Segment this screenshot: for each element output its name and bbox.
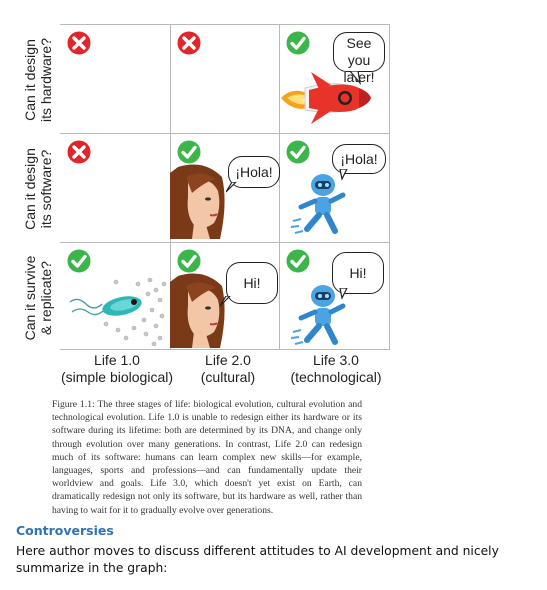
column-label-life3: Life 3.0 (technological) <box>280 352 392 386</box>
red-x-icon <box>66 139 92 165</box>
speech-bubble-hi-life2: Hi! <box>226 262 278 304</box>
woman-face-icon <box>170 164 225 239</box>
section-body-text: Here author moves to discuss different a… <box>16 544 499 575</box>
grid-line <box>60 24 390 25</box>
row-label-hardware: Can it design its hardware? <box>22 26 58 134</box>
section-heading: Controversies <box>16 523 114 538</box>
grid-line <box>60 133 390 134</box>
speech-bubble-tail <box>220 296 231 307</box>
row-label-line: & replicate? <box>38 261 54 335</box>
cell-life1-software <box>60 133 168 241</box>
rocket-icon <box>281 72 372 124</box>
woman-face-icon <box>170 273 225 348</box>
grid-line <box>60 242 390 243</box>
row-label-line: Can it survive <box>22 255 38 341</box>
row-label-line: its hardware? <box>38 37 54 123</box>
column-label-subtitle: (simple biological) <box>60 369 174 385</box>
row-label-survive: Can it survive & replicate? <box>22 244 58 352</box>
speech-bubble-tail <box>349 71 361 85</box>
column-label-title: Life 2.0 <box>205 352 251 368</box>
bubble-text: Hi! <box>349 265 367 281</box>
cell-life3-survive <box>279 242 387 350</box>
grid-line <box>389 24 390 350</box>
robot-icon <box>290 285 346 345</box>
cell-life2-software <box>170 133 278 241</box>
column-label-life2: Life 2.0 (cultural) <box>178 352 278 386</box>
red-x-icon <box>66 30 92 56</box>
row-label-line: Can it design <box>22 39 38 121</box>
green-check-icon <box>176 248 202 274</box>
cell-life1-hardware <box>60 24 168 132</box>
cell-life3-hardware <box>279 24 387 132</box>
bubble-text: ¡Hola! <box>235 164 273 180</box>
cell-life1-survive <box>60 242 168 350</box>
green-check-icon <box>285 30 311 56</box>
speech-bubble-hi-life3: Hi! <box>332 252 384 294</box>
speech-bubble-tail <box>339 288 348 300</box>
column-label-title: Life 3.0 <box>313 352 359 368</box>
life-stages-figure: See you later! ¡Hola! ¡Hola! Hi! Hi! <box>60 24 390 350</box>
robot-icon <box>290 174 346 234</box>
column-label-life1: Life 1.0 (simple biological) <box>56 352 178 386</box>
green-check-icon <box>66 248 92 274</box>
green-check-icon <box>176 139 202 165</box>
row-label-line: Can it design <box>22 148 38 230</box>
column-label-subtitle: (technological) <box>290 369 382 385</box>
figure-caption: Figure 1.1: The three stages of life: bi… <box>52 399 362 516</box>
speech-bubble-hola-life2: ¡Hola! <box>228 156 280 188</box>
row-label-software: Can it design its software? <box>22 135 58 243</box>
cell-life2-hardware <box>170 24 278 132</box>
grid-line <box>60 349 390 350</box>
cell-life3-software <box>279 133 387 241</box>
speech-bubble-tail <box>226 182 237 193</box>
speech-bubble-hola-life3: ¡Hola! <box>332 144 386 174</box>
speech-bubble-tail <box>339 169 348 181</box>
green-check-icon <box>285 248 311 274</box>
row-label-line: its software? <box>38 149 54 229</box>
speech-bubble-see-you-later: See you later! <box>333 32 385 85</box>
column-label-title: Life 1.0 <box>94 352 140 368</box>
bubble-text: See you <box>346 35 372 68</box>
bacterium-icon <box>69 277 167 346</box>
green-check-icon <box>285 139 311 165</box>
grid-line <box>279 24 280 350</box>
red-x-icon <box>176 30 202 56</box>
cell-life2-survive <box>170 242 278 350</box>
bubble-text: Hi! <box>243 275 261 291</box>
bubble-text: ¡Hola! <box>340 151 378 167</box>
column-label-subtitle: (cultural) <box>200 369 256 385</box>
